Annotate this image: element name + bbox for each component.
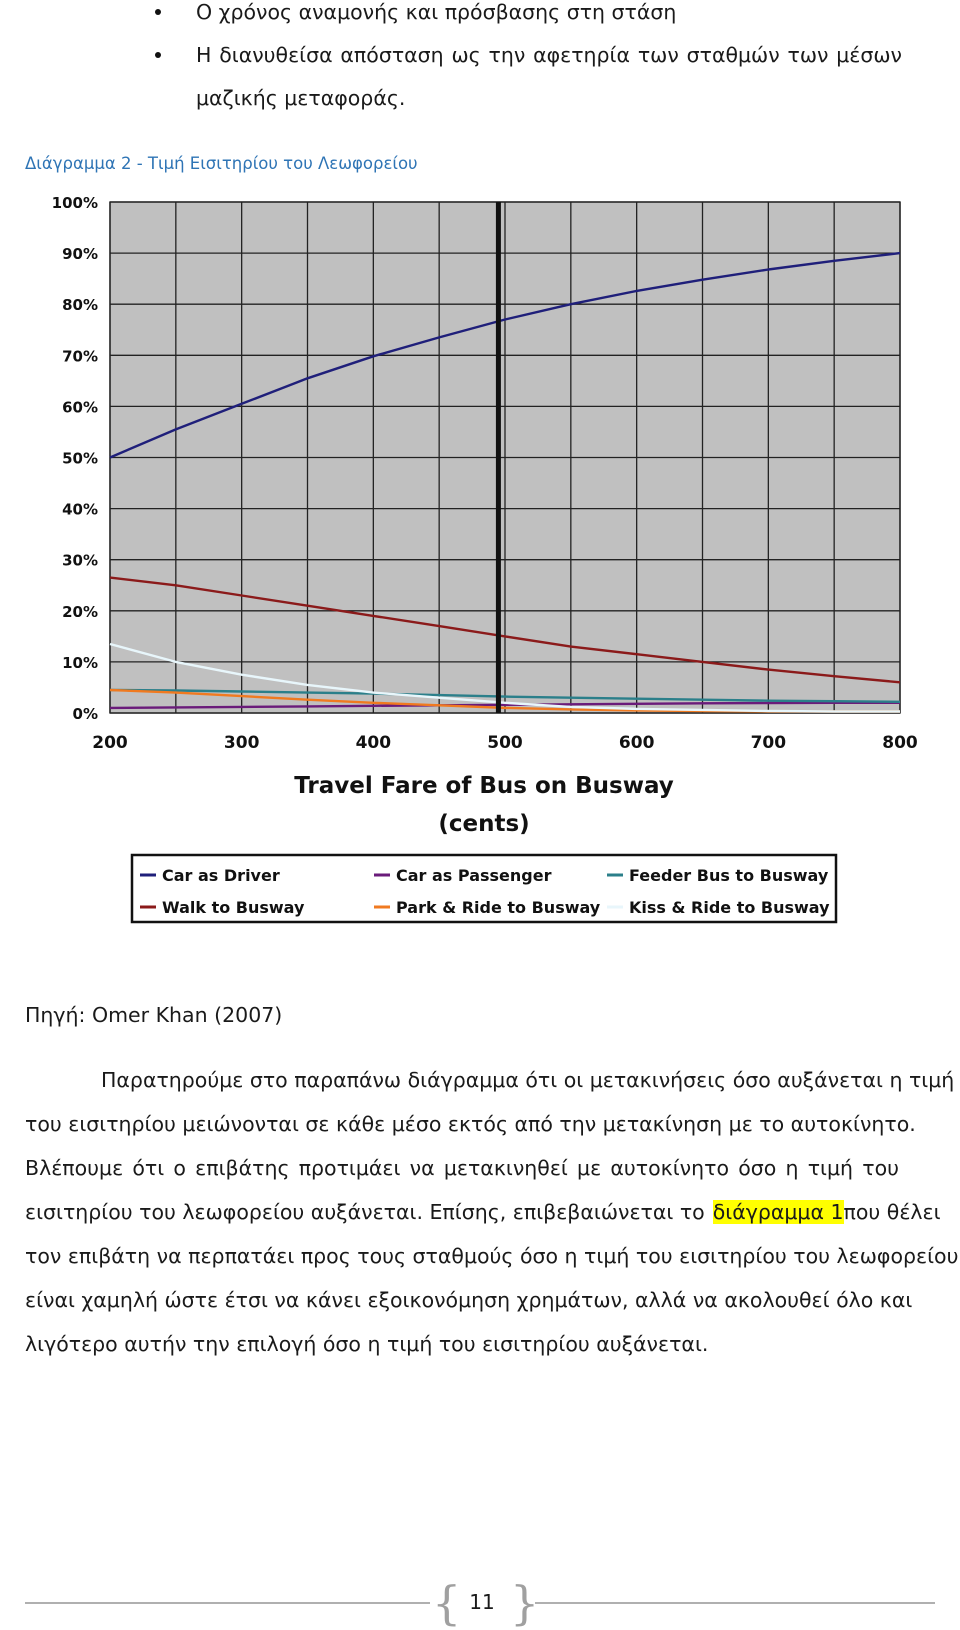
paragraph-line: είναι χαμηλή ώστε έτσι να κάνει εξοικονό… [25,1288,913,1312]
x-tick-label: 200 [92,733,128,753]
bullet-item-continuation: μαζικής μεταφοράς. [196,86,406,110]
y-tick-label: 30% [62,552,98,570]
page-number: 11 [469,1590,495,1614]
paragraph-line: Βλέπουμε ότι ο επιβάτης προτιμάει να μετ… [25,1156,899,1180]
series-line [109,688,901,703]
y-tick-label: 80% [62,296,98,314]
legend-label: Feeder Bus to Busway [629,866,829,885]
paragraph-line: Παρατηρούμε στο παραπάνω διάγραμμα ότι ο… [101,1068,955,1092]
bullet-item: Ο χρόνος αναμονής και πρόσβασης στη στάσ… [196,0,677,24]
x-tick-label: 700 [751,733,787,753]
bullet-dot [155,52,161,58]
y-tick-label: 60% [62,398,98,416]
series-line [109,576,901,684]
bullet-dot [155,9,161,15]
x-tick-label: 600 [619,733,655,753]
legend-label: Car as Driver [162,866,280,885]
series-line [109,251,901,459]
legend-label: Car as Passenger [396,866,552,885]
vertical-marker [495,202,501,713]
x-tick-label: 800 [882,733,918,753]
y-tick-label: 0% [73,705,98,723]
x-tick-label: 500 [487,733,523,753]
x-axis-ticks: 200 300 400 500 600 700 800 [92,733,918,753]
y-tick-label: 40% [62,501,98,519]
x-tick-label: 400 [356,733,392,753]
y-tick-label: 20% [62,603,98,621]
paragraph-text: εισιτηρίου του λεωφορείου αυξάνεται. Επί… [25,1200,705,1224]
footer-rule-right [535,1602,935,1604]
series-line [109,642,900,713]
y-axis-ticks: 0% 10% 20% 30% 40% 50% 60% 70% 80% 90% 100% [52,195,98,723]
legend-label: Walk to Busway [162,898,305,917]
y-tick-label: 90% [62,245,98,263]
y-tick-label: 50% [62,450,98,468]
legend-label: Kiss & Ride to Busway [629,898,830,917]
y-tick-label: 70% [62,347,98,365]
diagram-reference-highlight[interactable]: διάγραμμα 1 [712,1200,844,1224]
x-tick-label: 300 [224,733,260,753]
paragraph-text: που θέλει [843,1200,941,1224]
paragraph-line: του εισιτηρίου μειώνονται σε κάθε μέσο ε… [25,1112,916,1136]
bullet-item: Η διανυθείσα απόσταση ως την αφετηρία τω… [196,43,902,67]
y-tick-label: 10% [62,654,98,672]
source-note: Πηγή: Omer Khan (2007) [25,1003,283,1027]
x-axis-label: Travel Fare of Bus on Busway [294,773,674,799]
paragraph-line: τον επιβάτη να περπατάει προς τους σταθμ… [25,1244,959,1268]
line-chart: 0% 10% 20% 30% 40% 50% 60% 70% 80% 90% 100% 200 300… [52,195,918,924]
footer-brace-left: { [432,1576,462,1630]
figure-caption: Διάγραμμα 2 - Τιμή Εισιτηρίου του Λεωφορ… [25,154,418,173]
legend: Car as Driver Car as Passenger Feeder Bus … [140,866,830,917]
y-tick-label: 100% [52,195,98,212]
footer-rule-left [25,1602,430,1604]
footer-brace-right: } [510,1576,540,1630]
series-layer [109,251,901,713]
x-axis-unit: (cents) [438,811,529,837]
grid-lines [109,201,901,714]
legend-box [130,853,838,924]
paragraph-line: εισιτηρίου του λεωφορείου αυξάνεται. Επί… [25,1200,941,1224]
paragraph-line: λιγότερο αυτήν την επιλογή όσο η τιμή το… [25,1332,709,1356]
legend-label: Park & Ride to Busway [396,898,601,917]
series-line [109,701,900,710]
